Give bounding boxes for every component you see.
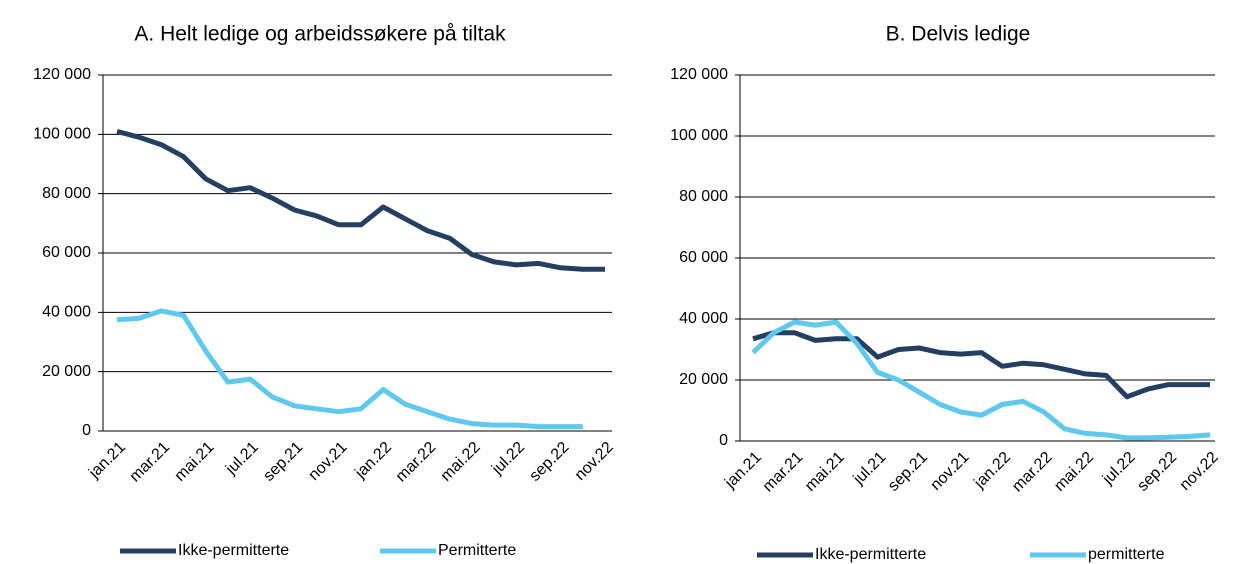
y-tick-label: 100 000 bbox=[33, 126, 91, 143]
legend-label: Ikke-permitterte bbox=[178, 542, 289, 559]
x-tick-label: jan.22 bbox=[351, 439, 395, 483]
y-tick-label: 40 000 bbox=[42, 304, 91, 321]
x-tick-label: nov.21 bbox=[305, 439, 350, 484]
y-tick-label: 100 000 bbox=[670, 127, 728, 144]
x-tick-label: jan.22 bbox=[971, 449, 1015, 493]
x-tick-label: jul.21 bbox=[850, 449, 890, 489]
y-tick-label: 120 000 bbox=[33, 66, 91, 83]
x-tick-label: mar.21 bbox=[760, 449, 807, 496]
x-tick-label: nov.22 bbox=[1177, 449, 1222, 494]
x-tick-label: sep.22 bbox=[526, 439, 572, 485]
y-tick-label: 0 bbox=[82, 422, 91, 439]
y-tick-label: 20 000 bbox=[42, 363, 91, 380]
y-tick-label: 80 000 bbox=[679, 188, 728, 205]
x-tick-label: sep.22 bbox=[1134, 449, 1180, 495]
x-tick-label: sep.21 bbox=[885, 449, 931, 495]
legend-label: Permitterte bbox=[438, 542, 516, 559]
chart-title: B. Delvis ledige bbox=[886, 23, 1031, 46]
line-series bbox=[752, 330, 1210, 400]
y-tick-label: 60 000 bbox=[679, 249, 728, 266]
line-series bbox=[116, 308, 583, 430]
y-tick-label: 0 bbox=[719, 432, 728, 449]
y-tick-label: 60 000 bbox=[42, 244, 91, 261]
x-tick-label: mai.22 bbox=[1051, 449, 1097, 495]
y-tick-label: 20 000 bbox=[679, 371, 728, 388]
x-tick-label: jul.21 bbox=[222, 439, 262, 479]
line-series bbox=[751, 319, 1211, 441]
x-tick-label: mar.21 bbox=[127, 439, 174, 486]
chart-title: A. Helt ledige og arbeidssøkere på tilta… bbox=[134, 23, 506, 46]
x-tick-label: mai.21 bbox=[802, 449, 848, 495]
x-tick-label: mai.21 bbox=[172, 439, 218, 485]
line-series bbox=[116, 128, 605, 272]
x-tick-label: jul.22 bbox=[1099, 449, 1139, 489]
y-tick-label: 80 000 bbox=[42, 185, 91, 202]
y-tick-label: 120 000 bbox=[670, 66, 728, 83]
x-tick-label: jan.21 bbox=[85, 439, 129, 483]
legend-label: permitterte bbox=[1088, 546, 1165, 563]
y-tick-label: 40 000 bbox=[679, 310, 728, 327]
x-tick-label: nov.21 bbox=[927, 449, 972, 494]
x-tick-label: mai.22 bbox=[438, 439, 484, 485]
x-tick-label: mar.22 bbox=[1009, 449, 1056, 496]
x-tick-label: sep.21 bbox=[260, 439, 306, 485]
x-tick-label: mar.22 bbox=[393, 439, 440, 486]
x-tick-label: jul.22 bbox=[488, 439, 528, 479]
x-tick-label: jan.21 bbox=[721, 449, 765, 493]
legend-label: Ikke-permitterte bbox=[815, 546, 926, 563]
x-tick-label: nov.22 bbox=[572, 439, 617, 484]
